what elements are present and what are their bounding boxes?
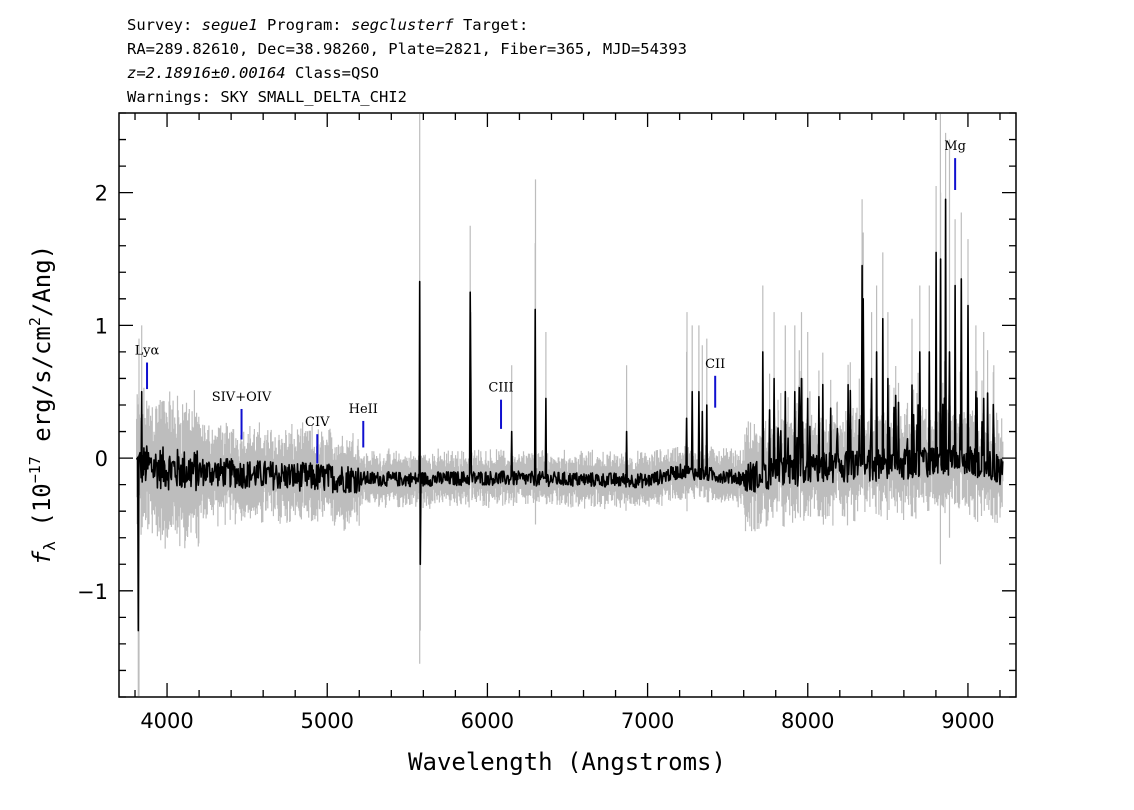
x-tick-label: 7000 xyxy=(621,709,674,733)
emission-line-markers: Lyα SIV+OIV CIV HeII CIII CII Mg xyxy=(135,139,966,464)
x-tick-label: 4000 xyxy=(140,709,193,733)
error-spectrum xyxy=(136,114,1004,696)
program-value: segclusterf xyxy=(351,16,454,34)
y-tick-label: −1 xyxy=(77,580,108,604)
y-tick-label: 0 xyxy=(95,447,108,471)
header-line-redshift: z=2.18916±0.00164 Class=QSO xyxy=(127,64,379,82)
x-axis-label: Wavelength (Angstroms) xyxy=(408,748,726,776)
tick-marks xyxy=(119,112,1016,698)
emission-line-label: CIII xyxy=(488,381,513,396)
survey-value: segue1 xyxy=(202,16,258,34)
emission-line-label: CII xyxy=(705,357,725,372)
axis-tick-labels: 4000 5000 6000 7000 8000 9000 −1 0 1 2 xyxy=(77,182,995,733)
y-label-exp: −17 xyxy=(26,456,44,483)
y-tick-label: 2 xyxy=(95,182,108,206)
x-tick-label: 8000 xyxy=(781,709,834,733)
axis-ticks xyxy=(119,112,1016,698)
program-label: Program: xyxy=(258,16,351,34)
y-label-exp2: 2 xyxy=(26,317,44,326)
y-label-f: f xyxy=(28,550,56,565)
header-line-warnings: Warnings: SKY SMALL_DELTA_CHI2 xyxy=(127,88,407,106)
y-label-lambda: λ xyxy=(40,541,59,551)
y-axis-label: fλ (10−17 erg/s/cm2/Ang) xyxy=(26,245,59,565)
emission-line-label: Lyα xyxy=(135,344,160,359)
flux-spectrum xyxy=(135,198,1004,632)
target-label: Target: xyxy=(454,16,529,34)
survey-label: Survey: xyxy=(127,16,202,34)
y-tick-label: 1 xyxy=(95,314,108,338)
plot-frame xyxy=(118,112,1017,698)
y-label-close: /Ang) xyxy=(28,245,56,317)
y-label-open: (10 xyxy=(28,483,56,541)
x-tick-label: 6000 xyxy=(461,709,514,733)
emission-line-label: Mg xyxy=(944,139,966,154)
emission-line-label: SIV+OIV xyxy=(212,390,272,405)
flux-line xyxy=(135,198,1004,632)
emission-line-label: CIV xyxy=(305,415,330,430)
class-value: Class=QSO xyxy=(286,64,379,82)
redshift-value: z=2.18916±0.00164 xyxy=(127,64,286,82)
x-tick-label: 9000 xyxy=(941,709,994,733)
y-label-mid: erg/s/cm xyxy=(28,326,56,456)
header-line-survey: Survey: segue1 Program: segclusterf Targ… xyxy=(127,16,528,34)
header-line-coordinates: RA=289.82610, Dec=38.98260, Plate=2821, … xyxy=(127,40,687,58)
error-band xyxy=(136,114,1004,696)
emission-line-label: HeII xyxy=(349,402,378,417)
x-tick-label: 5000 xyxy=(301,709,354,733)
